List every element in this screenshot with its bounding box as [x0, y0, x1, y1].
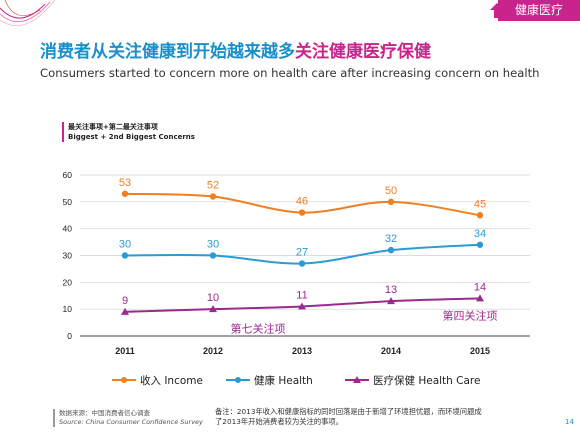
page-title-highlight: 关注健康医疗保健 — [295, 42, 431, 62]
line-chart: 0 10 20 30 40 50 60 2011 2012 2013 2014 2015 53 52 46 5… — [63, 170, 530, 387]
y-tick-label: 50 — [63, 197, 73, 207]
legend-marker — [353, 376, 361, 383]
y-tick-label: 10 — [63, 304, 73, 314]
data-label-1: 30 — [207, 239, 219, 251]
data-point-1 — [209, 252, 217, 259]
x-tick-label: 2011 — [115, 346, 135, 356]
legend-marker — [235, 377, 241, 383]
data-point-1 — [298, 260, 306, 267]
data-point-2 — [298, 302, 306, 310]
data-label-1: 30 — [119, 239, 131, 251]
data-label-2: 9 — [122, 295, 128, 307]
data-point-0 — [121, 190, 129, 197]
data-label-1: 34 — [474, 228, 486, 240]
decorative-swirl — [0, 0, 56, 27]
legend-marker — [121, 377, 127, 383]
y-tick-label: 30 — [63, 251, 73, 261]
page-title: 消费者从关注健康到开始越来越多关注健康医疗保健 — [40, 37, 431, 62]
data-point-2 — [121, 307, 129, 315]
chart-header-cn: 最关注事项+第二最关注事项 — [68, 123, 158, 131]
data-label-0: 53 — [119, 177, 131, 189]
page-subtitle: Consumers started to concern more on hea… — [40, 66, 540, 80]
data-label-2: 10 — [207, 292, 219, 304]
y-tick-label: 0 — [67, 331, 72, 341]
data-point-0 — [209, 193, 217, 200]
data-label-0: 46 — [296, 196, 308, 208]
y-tick-label: 60 — [63, 170, 73, 180]
legend-label: 收入 Income — [140, 374, 203, 387]
section-tag: 健康医疗 — [498, 0, 580, 21]
data-point-2 — [476, 294, 484, 302]
x-tick-label: 2014 — [381, 346, 401, 356]
y-tick-label: 40 — [63, 224, 73, 234]
legend-label: 健康 Health — [254, 374, 313, 387]
data-label-1: 27 — [296, 247, 308, 259]
x-tick-label: 2012 — [203, 346, 223, 356]
data-point-0 — [476, 212, 484, 219]
y-tick-label: 20 — [63, 277, 73, 287]
chart-header-en: Biggest + 2nd Biggest Concerns — [68, 133, 195, 141]
data-point-1 — [476, 241, 484, 248]
data-label-0: 45 — [474, 198, 486, 210]
data-point-1 — [121, 252, 129, 259]
data-point-2 — [209, 305, 217, 313]
source-en: Source: China Consumer Confidence Survey — [59, 418, 203, 426]
annotation-label: 第四关注项 — [443, 308, 498, 322]
source-cn: 数据来源：中国消费者信心调查 — [59, 409, 150, 417]
data-point-0 — [298, 209, 306, 216]
page-number: 14 — [565, 418, 574, 426]
data-point-1 — [387, 246, 395, 254]
data-label-0: 52 — [207, 179, 219, 191]
data-label-2: 14 — [474, 281, 486, 293]
data-label-2: 11 — [296, 289, 307, 301]
source-note: 数据来源：中国消费者信心调查 Source: China Consumer Co… — [53, 409, 203, 427]
page-title-part1: 消费者从关注健康到开始越来越多 — [40, 42, 295, 62]
footnote: 备注：2013年收入和健康指标的同时回落是由于新增了环境担忧题，而环境问题成了2… — [215, 407, 482, 426]
legend-label: 医疗保健 Health Care — [373, 374, 480, 387]
data-label-2: 13 — [385, 284, 397, 296]
x-tick-label: 2013 — [292, 346, 312, 356]
data-label-0: 50 — [385, 185, 397, 197]
data-point-2 — [387, 297, 395, 305]
data-point-0 — [387, 198, 395, 206]
data-label-1: 32 — [385, 233, 397, 245]
chart-header: 最关注事项+第二最关注事项 Biggest + 2nd Biggest Conc… — [62, 122, 195, 142]
x-tick-label: 2015 — [470, 346, 490, 356]
annotation-label: 第七关注项 — [231, 321, 286, 335]
